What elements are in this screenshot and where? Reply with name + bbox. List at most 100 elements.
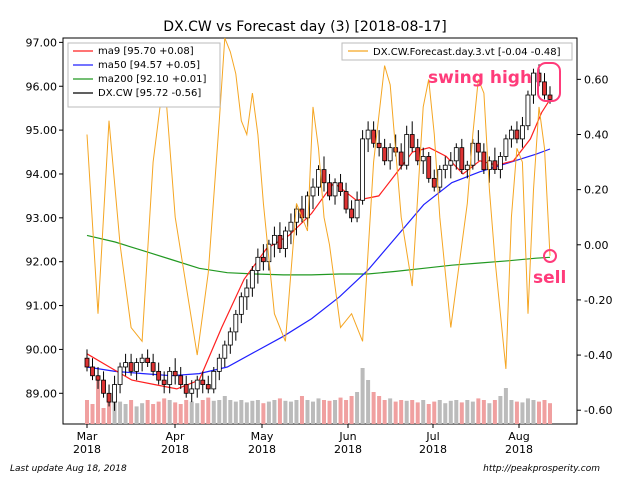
candle-body xyxy=(437,169,443,188)
volume-bar xyxy=(542,400,547,424)
y-left-tick-label: 94.00 xyxy=(26,168,58,181)
volume-bar xyxy=(377,396,382,424)
volume-bar xyxy=(371,392,376,424)
candle-body xyxy=(475,142,481,153)
x-tick-label-year: 2018 xyxy=(161,443,189,456)
candle-body xyxy=(349,208,354,219)
candle-body xyxy=(547,94,553,100)
volume-bar xyxy=(272,400,277,424)
candle-body xyxy=(371,129,377,144)
candle-body xyxy=(272,234,277,245)
legend-left-label: DX.CW [95.72 -0.56] xyxy=(98,88,201,99)
forecast-series xyxy=(86,37,551,369)
candle-body xyxy=(106,392,112,403)
candle-body xyxy=(90,366,95,377)
y-left-tick-label: 95.00 xyxy=(26,124,58,137)
candle-body xyxy=(95,375,101,381)
candle-body xyxy=(161,379,167,385)
x-tick-label-year: 2018 xyxy=(419,443,447,456)
volume-bar xyxy=(151,404,156,424)
volume-bar xyxy=(255,400,260,424)
volume-bar xyxy=(492,400,497,424)
candle-body xyxy=(244,287,250,298)
volume-bar xyxy=(432,401,437,424)
volume-bar xyxy=(90,404,95,424)
volume-bar xyxy=(129,400,134,424)
volume-bar xyxy=(498,396,503,424)
volume-bar xyxy=(536,401,541,424)
volume-bar xyxy=(388,398,393,424)
candle-body xyxy=(167,370,173,385)
volume-bar xyxy=(283,400,288,424)
volume-bar xyxy=(200,400,205,424)
y-right-tick-label: 0.00 xyxy=(584,239,609,252)
volume-bar xyxy=(233,401,238,424)
candle-body xyxy=(431,177,437,188)
volume-bar xyxy=(349,396,354,424)
candle-body xyxy=(486,160,492,170)
volume-bar xyxy=(239,400,244,424)
y-right-tick-label: 0.20 xyxy=(584,184,609,197)
volume-bar xyxy=(189,401,194,424)
volume-bar xyxy=(448,400,453,424)
volume-bar xyxy=(222,396,227,424)
volume-bar xyxy=(514,401,519,424)
candle-body xyxy=(112,384,117,403)
volume-bar xyxy=(316,398,321,424)
volume-bar xyxy=(399,400,404,424)
candle-body xyxy=(448,160,454,166)
candle-body xyxy=(520,125,525,140)
ma200-line xyxy=(86,234,551,276)
swing-high-label: swing high xyxy=(428,68,532,88)
candle-body xyxy=(310,186,316,197)
candle-body xyxy=(332,182,338,197)
candle-body xyxy=(426,156,432,179)
candle-body xyxy=(134,362,140,372)
candle-body xyxy=(222,344,228,359)
candle-body xyxy=(227,331,233,346)
y-right-tick-label: -0.40 xyxy=(584,349,612,362)
forecast-line xyxy=(86,37,551,369)
volume-bar xyxy=(322,400,327,424)
candle-body xyxy=(139,357,145,363)
candle-body xyxy=(497,156,503,170)
candle-body xyxy=(216,357,222,372)
volume-bar xyxy=(470,401,475,424)
candle-body xyxy=(123,362,128,368)
volume-bar xyxy=(299,396,304,424)
candle-body xyxy=(305,195,310,219)
candle-body xyxy=(150,362,156,372)
candle-body xyxy=(404,134,410,166)
volume-bar xyxy=(310,401,315,424)
candlesticks xyxy=(84,64,553,411)
footer-source-url: http://peakprosperity.com xyxy=(483,464,600,474)
candle-body xyxy=(542,81,547,96)
footer-last-update: Last update Aug 18, 2018 xyxy=(10,464,127,474)
candle-body xyxy=(365,129,371,140)
volume-bar xyxy=(355,392,360,424)
volume-bar xyxy=(277,398,282,424)
candle-body xyxy=(211,370,217,390)
volume-bar xyxy=(531,400,536,424)
volume-bar xyxy=(101,408,106,424)
candle-body xyxy=(145,357,151,363)
candle-body xyxy=(464,164,470,170)
volume-bar xyxy=(443,403,448,424)
candle-body xyxy=(327,182,332,197)
candle-body xyxy=(101,379,106,394)
candle-body xyxy=(316,169,321,188)
x-tick-label-month: Mar xyxy=(77,430,98,443)
y-left-tick-label: 90.00 xyxy=(26,343,58,356)
volume-bar xyxy=(206,397,211,424)
x-tick-label-year: 2018 xyxy=(248,443,276,456)
candle-body xyxy=(415,147,421,162)
candle-body xyxy=(156,370,162,381)
candle-body xyxy=(509,129,514,140)
volume-bar xyxy=(410,400,415,424)
y-left-tick-label: 89.00 xyxy=(26,387,58,400)
y-left-tick-label: 97.00 xyxy=(26,36,58,49)
x-tick-label-month: Apr xyxy=(165,430,185,443)
volume-bar xyxy=(184,400,189,424)
volume-bar xyxy=(481,400,486,424)
